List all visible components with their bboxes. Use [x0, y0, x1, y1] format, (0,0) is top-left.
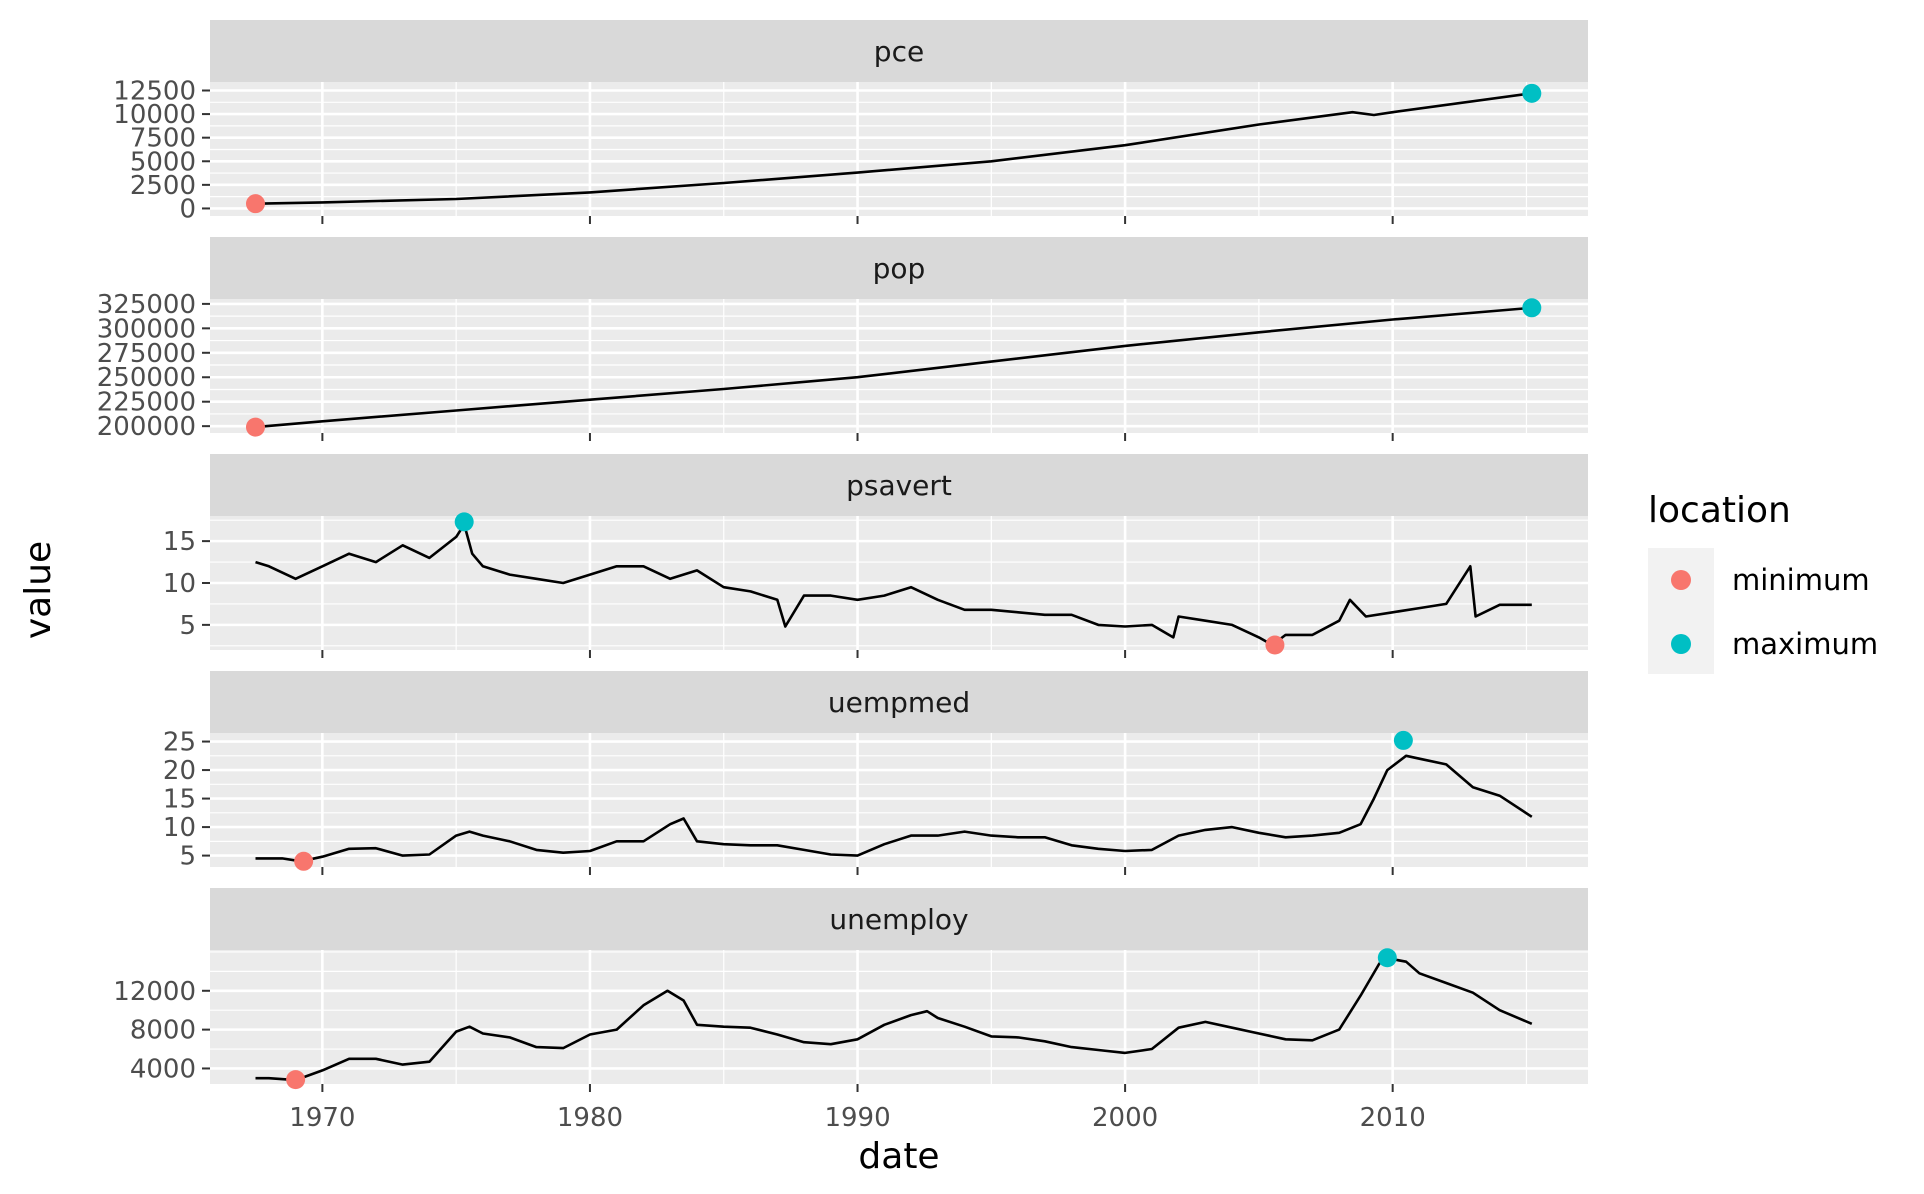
minimum-point — [294, 851, 314, 871]
y-tick-label: 225000 — [97, 388, 196, 418]
y-tick-label: 325000 — [97, 290, 196, 320]
series-line-pop — [255, 306, 1532, 429]
panel-background — [210, 733, 1588, 867]
panel-background — [210, 950, 1588, 1084]
facet-strip — [210, 671, 1588, 733]
x-tick-label: 2010 — [1360, 1103, 1426, 1133]
maximum-point — [454, 512, 474, 532]
x-tick-label: 1970 — [289, 1103, 355, 1133]
series-line-uempmed — [255, 754, 1533, 863]
facet-strip — [210, 20, 1588, 82]
y-tick-label: 5 — [179, 611, 196, 641]
y-tick-label: 275000 — [97, 339, 196, 369]
facet-strip-label: uempmed — [828, 686, 970, 719]
x-tick-label: 1980 — [557, 1103, 623, 1133]
y-tick-label: 7500 — [130, 124, 196, 154]
facet-strip-label: psavert — [846, 469, 952, 502]
y-tick-label: 25 — [163, 728, 196, 758]
y-tick-label: 5000 — [130, 147, 196, 177]
maximum-point — [1522, 83, 1542, 103]
facet-strip-label: unemploy — [829, 903, 968, 936]
series-line-pce — [255, 92, 1532, 205]
minimum-point — [1265, 635, 1285, 655]
maximum-point — [1522, 298, 1542, 318]
y-tick-label: 12500 — [113, 76, 196, 106]
minimum-point — [245, 417, 265, 437]
y-tick-label: 250000 — [97, 363, 196, 393]
minimum-point — [286, 1070, 306, 1090]
y-tick-label: 10000 — [113, 100, 196, 130]
y-tick-label: 4000 — [130, 1054, 196, 1084]
legend-title: location — [1648, 490, 1791, 531]
y-tick-label: 5 — [179, 842, 196, 872]
y-tick-label: 20 — [163, 756, 196, 786]
y-tick-label: 15 — [163, 527, 196, 557]
y-tick-label: 10 — [163, 813, 196, 843]
x-tick-label: 2000 — [1092, 1103, 1158, 1133]
x-tick-label: 1990 — [824, 1103, 890, 1133]
facet-strip — [210, 237, 1588, 299]
y-tick-label: 200000 — [97, 412, 196, 442]
facet-strip-label: pop — [873, 252, 926, 285]
legend-key-minimum — [1671, 570, 1691, 590]
y-tick-label: 12000 — [113, 977, 196, 1007]
facet-unemploy: unemploy 4000 8000 12000 — [113, 888, 1588, 1092]
legend: location minimum maximum — [1648, 490, 1878, 674]
y-tick-label: 8000 — [130, 1016, 196, 1046]
legend-key-maximum — [1671, 634, 1691, 654]
x-axis-title: date — [858, 1136, 939, 1177]
minimum-point — [245, 194, 265, 214]
y-tick-label: 0 — [179, 194, 196, 224]
maximum-point — [1393, 730, 1413, 750]
y-tick-label: 2500 — [130, 171, 196, 201]
legend-key-background — [1648, 548, 1714, 674]
facet-psavert: psavert 5 10 15 — [163, 454, 1588, 658]
y-axis-title: value — [18, 541, 59, 639]
legend-label: minimum — [1732, 563, 1870, 597]
y-tick-label: 10 — [163, 569, 196, 599]
y-tick-label: 15 — [163, 785, 196, 815]
facet-strip — [210, 454, 1588, 516]
facet-strip-label: pce — [874, 35, 924, 68]
legend-label: maximum — [1732, 627, 1878, 661]
y-tick-label: 300000 — [97, 314, 196, 344]
maximum-point — [1377, 948, 1397, 968]
facet-strip — [210, 888, 1588, 950]
series-line-unemploy — [255, 957, 1533, 1082]
